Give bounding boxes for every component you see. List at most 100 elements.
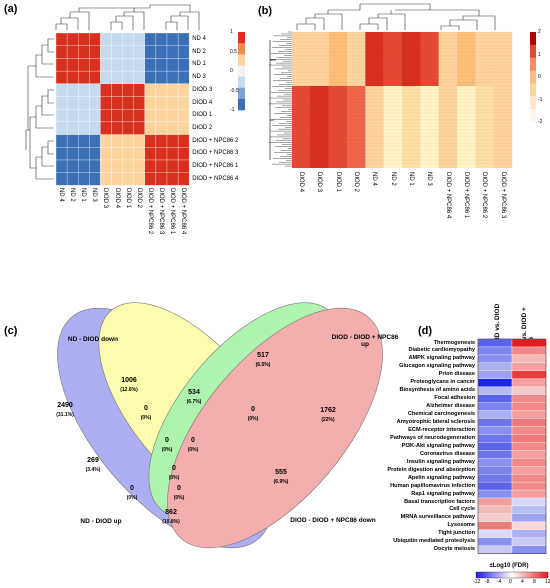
panel-b-legend-tick: -2 [538,119,543,125]
panel-b-legend-tick: 2 [538,29,541,35]
panel-d-cell-nd-vs-diod [477,497,513,507]
panel-a-row-label: DIOD 4 [192,99,213,106]
panel-d-cell-nd-vs-diod [477,458,513,467]
panel-d-cell-diod-vs-npc86 [511,338,547,348]
panel-d-cell-diod-vs-npc86 [511,450,547,459]
panel-d-cell-diod-vs-npc86 [511,521,547,530]
panel-b-top-dendrogram [296,3,496,30]
panel-a-row-label: DIOD + NPC86 2 [192,137,239,144]
venn-region-count: 269 [87,457,99,464]
venn-region-percent: (0%) [168,475,180,481]
panel-b-block-upregulated [328,32,348,86]
venn-region-count: 862 [165,509,177,516]
panel-b-legend-swatch [530,57,536,71]
panel-d-cell-diod-vs-npc86 [511,394,547,403]
panel-d-frame [477,338,547,554]
panel-d-pathway-label: Pathways of neurodegeneration [390,434,475,441]
panel-d-pathway-label: Prion disease [438,371,475,378]
venn-label-nd-diod-down: ND - DIOD down [67,336,119,343]
venn-region-percent: (0%) [173,495,185,501]
panel-d-pathway-label: MRNA surveillance pathway [400,514,475,521]
panel-d-legend-tick: 8 [533,579,536,585]
panel-b-block-upregulated [383,32,403,86]
panel-d-cell-nd-vs-diod [477,362,513,371]
panel-d-pathway-label: Lysosome [447,522,475,529]
panel-d-cell-nd-vs-diod [477,378,513,387]
panel-d-cell-nd-vs-diod [477,354,513,363]
panel-d-cell-nd-vs-diod [477,394,513,403]
venn-region-percent: (0%) [126,495,138,501]
panel-a-legend-swatch [238,87,245,100]
panel-b-block-upregulated [420,32,439,86]
panel-d-pathway-label: Diabetic cardiomyopathy [408,347,475,354]
venn-region-percent: (3.4%) [85,467,101,473]
panel-d-pathway-label: ECM-receptor interaction [408,426,475,433]
panel-d-cell-diod-vs-npc86 [511,473,547,483]
panel-a-row-label: DIOD 3 [192,86,213,93]
panel-a-row-label: ND 4 [192,36,206,42]
venn-region-count: 0 [144,405,148,412]
panel-d-pathway-label: Biosynthesis of amino acids [399,387,475,394]
panel-d-pathway-label: Focal adhesion [434,395,475,402]
panel-d-pathway-label: Ubiquitin mediated proteolysis [393,538,475,545]
panel-d-cell-nd-vs-diod [477,426,513,435]
venn-region-percent: (6.7%) [186,399,202,405]
venn-region-percent: (6.9%) [273,479,289,485]
panel-b-legend-tick: 0 [538,74,541,80]
panel-d-legend-bar [475,571,549,579]
panel-d-cell-diod-vs-npc86 [511,370,547,379]
panel-a-row-label: ND 3 [192,74,206,81]
panel-d-cell-nd-vs-diod [477,529,513,538]
venn-set-diod-npc86-down [167,307,383,549]
venn-region-count: 555 [275,469,287,476]
panel-b-block-upregulated [310,32,329,86]
venn-region-percent: (31.1%) [56,412,74,418]
panel-b-block-downregulated [493,86,513,168]
panel-b-block-upregulated [347,32,366,86]
panel-label-a: (a) [4,3,18,15]
panel-d-cell-diod-vs-npc86 [511,458,547,467]
panel-d-pathway-label: Apelin signaling pathway [407,474,475,481]
panel-b-left-dendrogram [269,40,276,160]
venn-label-nd-diod-up: ND - DIOD up [80,518,122,525]
panel-a-legend-swatch [238,98,245,111]
panel-b-block-downregulated [310,86,329,168]
panel-a-row-label: ND 2 [192,48,206,55]
panel-d-cell-diod-vs-npc86 [511,434,547,443]
panel-a-legend-tick: -1 [230,107,235,113]
panel-d-pathway-label: Rap1 signaling pathway [411,490,475,497]
panel-a-legend-tick: -0.5 [230,87,239,94]
panel-a-legend-swatch [238,54,245,66]
panel-d-cell-diod-vs-npc86 [511,466,547,475]
panel-a-row-label: DIOD 1 [192,112,213,119]
panel-d-cell-diod-vs-npc86 [511,442,547,451]
panel-b-legend-swatch [530,70,536,84]
panel-a-legend-swatch [238,43,245,55]
panel-b-legend-swatch [530,44,536,59]
panel-d-cell-nd-vs-diod [477,410,513,419]
panel-d-pathway-label: Coronavirus disease [419,450,475,457]
panel-d-cell-nd-vs-diod [477,481,513,491]
panel-d-cell-nd-vs-diod [477,418,513,427]
panel-a-row-label: ND 1 [192,61,206,68]
panel-d-pathway-label: Thermogenesis [433,339,475,346]
panel-d-cell-nd-vs-diod [477,386,513,395]
venn-region-percent: (6.5%) [255,362,271,368]
panel-d-cell-nd-vs-diod [477,513,513,523]
venn-region-count: 517 [257,352,269,359]
panel-d-cell-diod-vs-npc86 [511,537,547,546]
panel-d-legend-tick: -8 [485,579,490,585]
panel-d-cell-diod-vs-npc86 [511,362,547,371]
venn-region-percent: (0%) [187,447,199,453]
panel-d-cell-diod-vs-npc86 [511,481,547,491]
panel-label-c: (c) [4,325,18,337]
panel-d-cell-diod-vs-npc86 [511,426,547,435]
panel-b-block-upregulated [365,32,384,86]
venn-region-percent: (0%) [140,415,152,421]
panel-d-cell-diod-vs-npc86 [511,354,547,363]
panel-d-cell-nd-vs-diod [477,346,513,356]
panel-d-legend-tick: 0 [509,579,512,585]
venn-region-percent: (0%) [161,447,173,453]
panel-d-pathway-label: Insulin signaling pathway [406,458,475,465]
